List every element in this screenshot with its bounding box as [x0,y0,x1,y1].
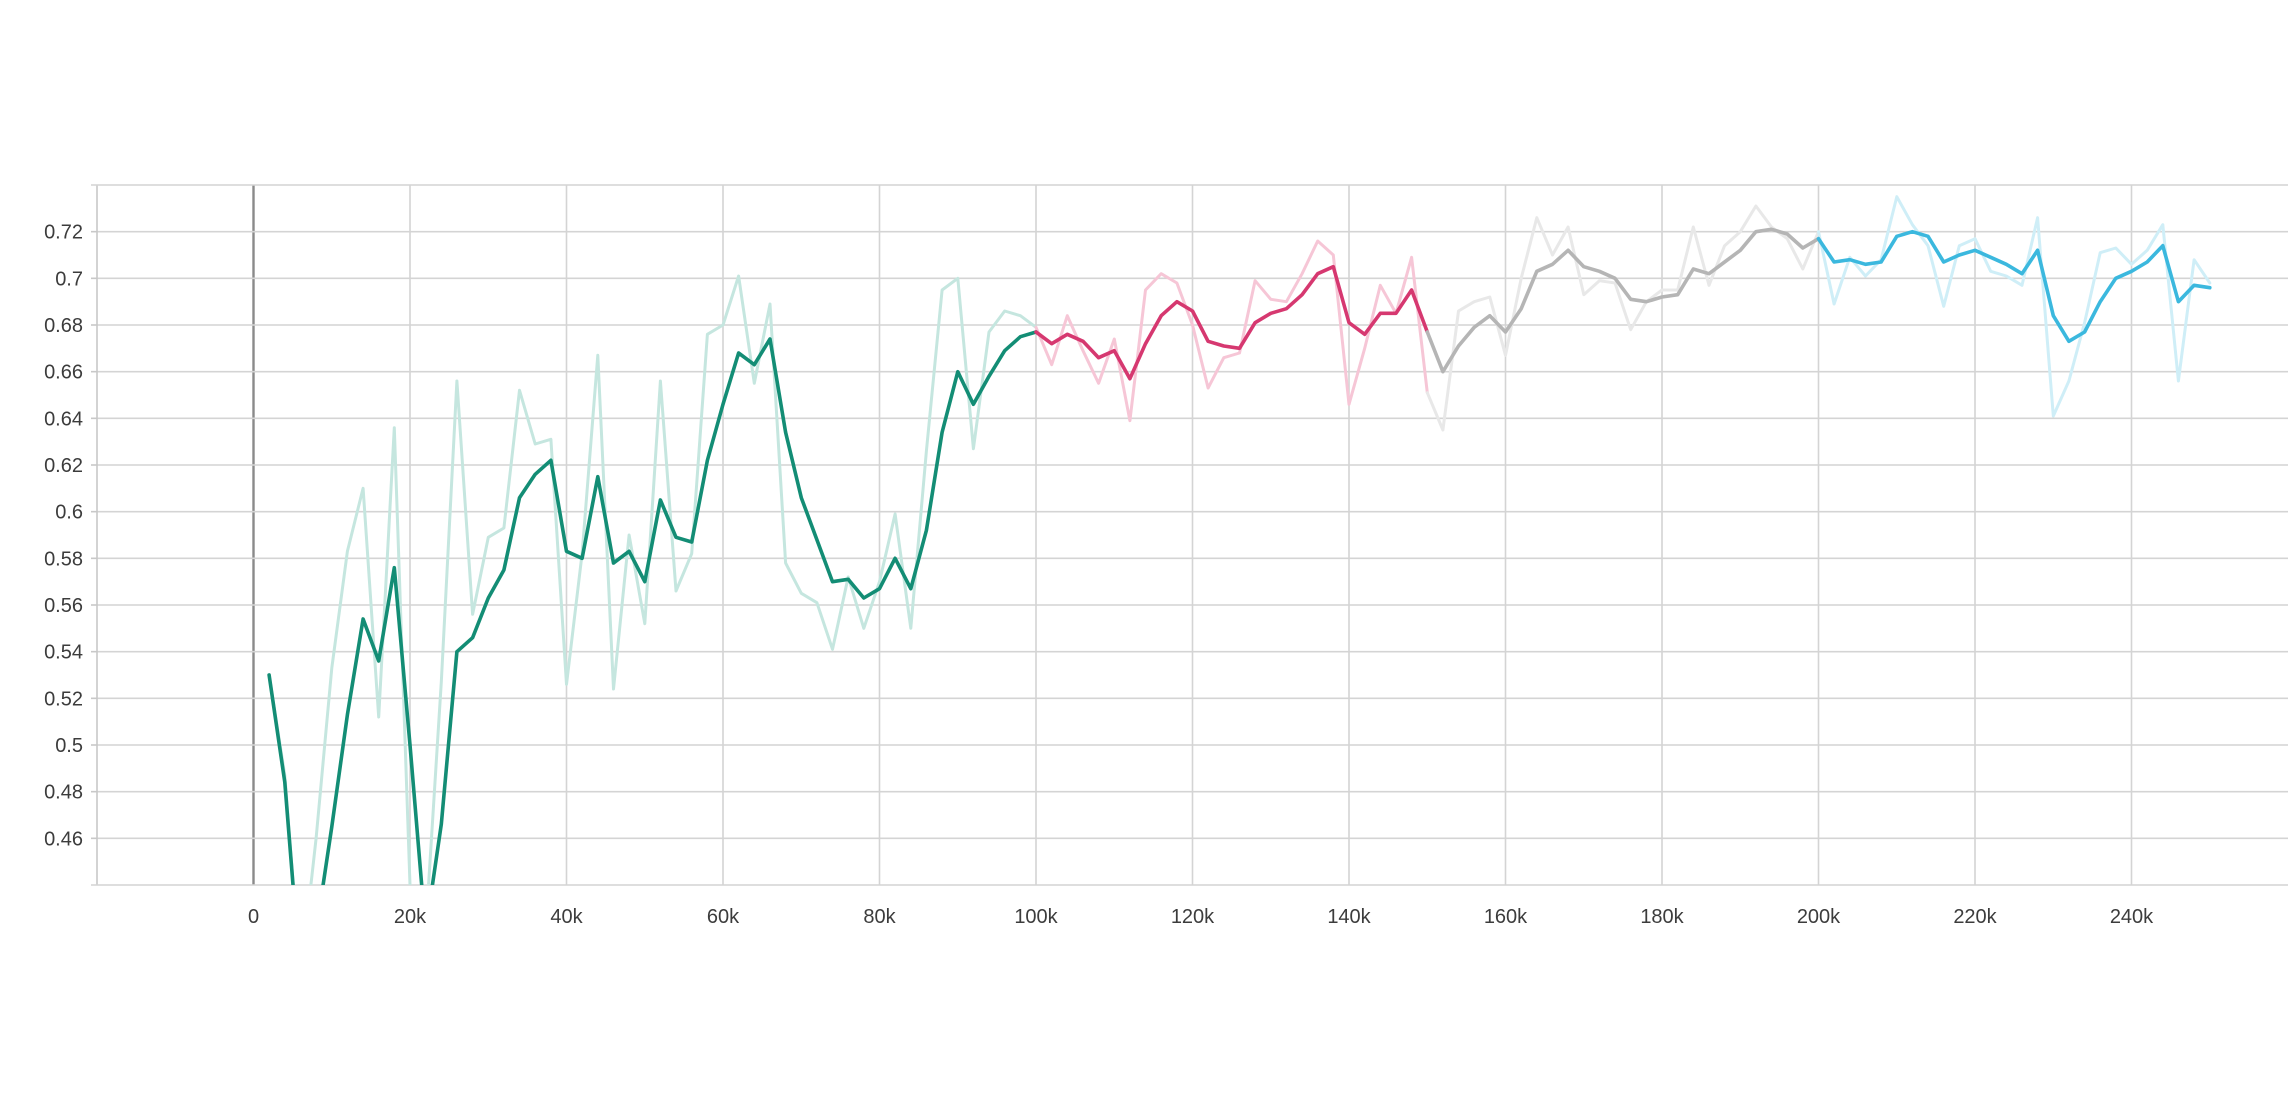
y-tick-label: 0.68 [44,315,83,337]
series-4-raw-line [1817,195,2212,418]
x-gridlines [252,185,2133,885]
x-tick-label: 60k [707,906,740,928]
x-tick-label: 40k [550,906,583,928]
x-tick-label: 160k [1484,906,1528,928]
x-tick-label: 80k [863,906,896,928]
x-tick-label: 0 [248,906,259,928]
y-tick-label: 0.7 [55,268,83,290]
y-tick-label: 0.56 [44,595,83,617]
y-tick-label: 0.5 [55,735,83,757]
x-tick-label: 100k [1014,906,1058,928]
raw-series-lines [267,195,2212,885]
series-3-smoothed-line [1425,227,1821,374]
y-gridlines [91,230,2288,840]
smoothed-series-lines [267,227,2212,885]
x-tick-label: 240k [2110,906,2154,928]
x-tick-label: 200k [1797,906,1841,928]
series-1-raw-line [267,274,1038,885]
x-tick-label: 220k [1953,906,1997,928]
series-2-raw-line [1034,239,1429,423]
series-3-raw-line [1425,204,1820,432]
y-tick-label: 0.52 [44,688,83,710]
y-tick-label: 0.72 [44,222,83,244]
y-tick-label: 0.64 [44,408,83,430]
y-tick-label: 0.54 [44,642,83,664]
y-tick-label: 0.58 [44,548,83,570]
series-1-smoothed-line [267,330,1038,885]
x-tick-label: 120k [1171,906,1215,928]
y-tick-label: 0.66 [44,362,83,384]
series-2-smoothed-line [1034,264,1430,381]
x-tick-labels: 0 20k 40k 60k 80k 100k 120k 140k 160k 180k 200k 220… [248,906,2154,928]
axes [91,184,2288,886]
y-tick-label: 0.46 [44,828,83,850]
y-tick-labels: 0.46 0.48 0.5 0.52 0.54 0.56 0.58 0.6 0.62 0.64 0.… [44,222,83,851]
y-tick-label: 0.6 [55,502,83,524]
y-tick-label: 0.48 [44,782,83,804]
series-4-smoothed-line [1816,229,2212,344]
x-tick-label: 20k [394,906,427,928]
x-tick-label: 140k [1327,906,1371,928]
x-tick-label: 180k [1640,906,1684,928]
y-tick-label: 0.62 [44,455,83,477]
